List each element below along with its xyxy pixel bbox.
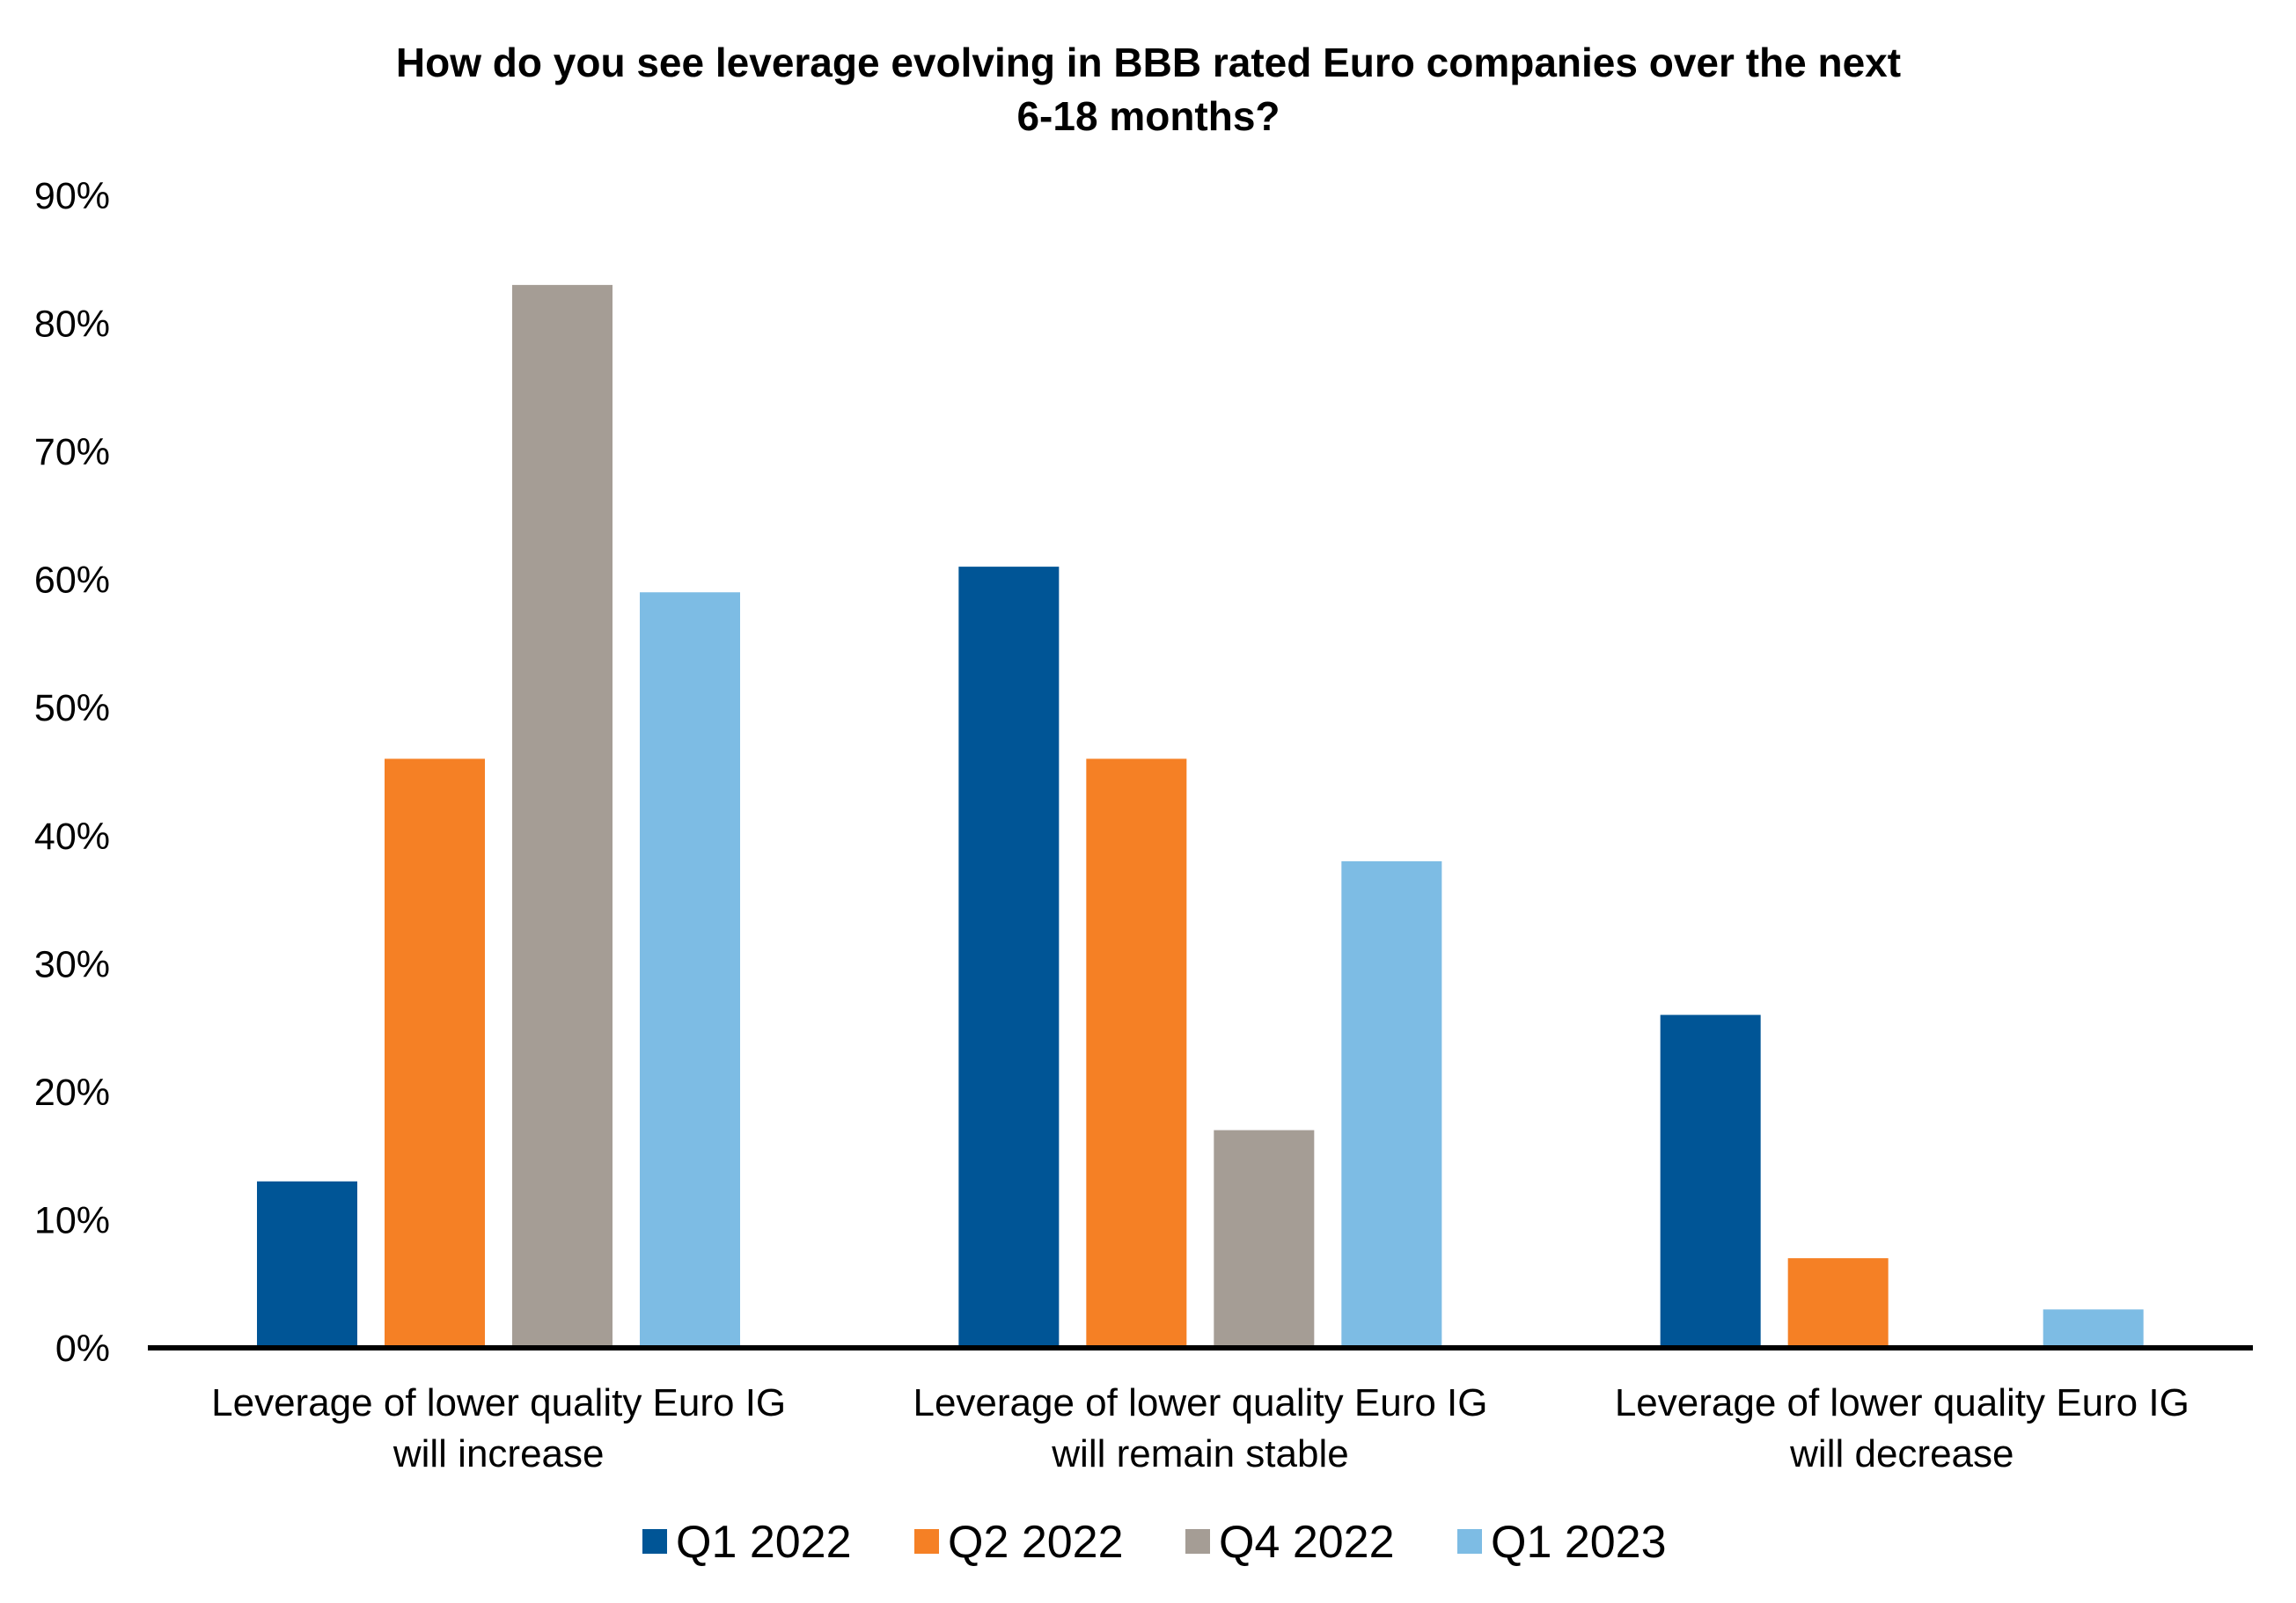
y-tick-label: 80% xyxy=(34,304,110,346)
legend-swatch xyxy=(1457,1529,1482,1554)
bar xyxy=(640,592,740,1348)
bar-series-group xyxy=(257,284,2144,1348)
y-tick-label: 40% xyxy=(34,816,110,858)
x-category-label: will increase xyxy=(392,1432,605,1475)
x-category-label: Leverage of lower quality Euro IG xyxy=(1615,1381,2190,1424)
y-tick-label: 60% xyxy=(34,560,110,602)
x-axis: Leverage of lower quality Euro IG will in… xyxy=(211,1381,2190,1475)
x-category-label: will decrease xyxy=(1789,1432,2014,1475)
y-tick-label: 20% xyxy=(34,1072,110,1114)
y-tick-label: 50% xyxy=(34,687,110,729)
y-tick-label: 90% xyxy=(34,175,110,217)
x-category-label: Leverage of lower quality Euro IG xyxy=(211,1381,786,1424)
bar xyxy=(1214,1130,1315,1348)
legend-label: Q4 2022 xyxy=(1219,1517,1395,1568)
bar xyxy=(385,758,485,1348)
bar xyxy=(1787,1258,1889,1348)
legend: Q1 2022 Q2 2022 Q4 2022 Q1 2023 xyxy=(642,1517,1667,1568)
bar xyxy=(1341,860,1442,1348)
bar xyxy=(2043,1309,2144,1348)
chart-title: How do you see leverage evolving in BBB … xyxy=(396,40,1901,139)
chart-title-line-1: How do you see leverage evolving in BBB … xyxy=(396,40,1901,85)
legend-swatch xyxy=(642,1529,667,1554)
y-axis: 0% 10% 20% 30% 40% 50% 60% 70% 80% 90% xyxy=(34,175,110,1370)
bar xyxy=(257,1181,357,1348)
bar xyxy=(512,284,613,1348)
legend-label: Q1 2023 xyxy=(1491,1517,1667,1568)
legend-label: Q2 2022 xyxy=(948,1517,1124,1568)
legend-swatch xyxy=(1185,1529,1210,1554)
bar xyxy=(1086,758,1187,1348)
chart-title-line-2: 6-18 months? xyxy=(1016,93,1280,139)
y-tick-label: 0% xyxy=(55,1328,110,1370)
bar xyxy=(958,567,1060,1348)
y-tick-label: 70% xyxy=(34,431,110,473)
y-tick-label: 10% xyxy=(34,1199,110,1241)
legend-label: Q1 2022 xyxy=(676,1517,852,1568)
legend-swatch xyxy=(914,1529,939,1554)
x-category-label: Leverage of lower quality Euro IG xyxy=(913,1381,1487,1424)
y-tick-label: 30% xyxy=(34,943,110,985)
bar xyxy=(1660,1014,1761,1348)
x-category-label: will remain stable xyxy=(1051,1432,1348,1475)
